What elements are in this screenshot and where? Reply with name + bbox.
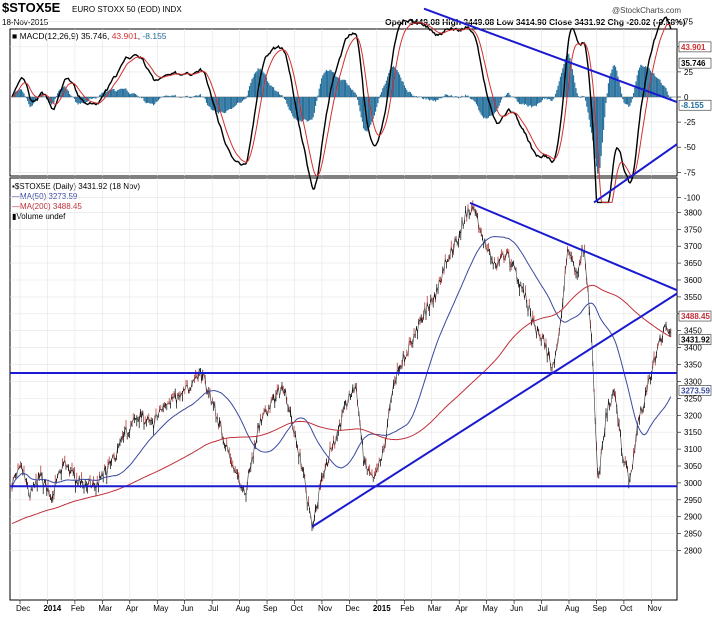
price-tick-label: 3800: [684, 208, 702, 217]
close-price-badge: 3431.92: [681, 336, 710, 345]
month-label: May: [153, 604, 168, 613]
macd-legend: ■ MACD(12,26,9) 35.746, 43.901, -8.155: [12, 31, 167, 41]
macd-legend-signal: 43.901: [111, 31, 138, 41]
ma50-badge: 3273.59: [681, 386, 710, 395]
month-label: Feb: [400, 604, 414, 613]
price-tick-label: 3050: [684, 462, 702, 471]
macd-panel-frame: [9, 28, 678, 177]
price-tick-label: 3450: [684, 327, 702, 336]
month-label: Dec: [345, 604, 359, 613]
month-label: Dec: [16, 604, 30, 613]
price-tick-label: 2800: [684, 547, 702, 556]
month-label: Oct: [620, 604, 633, 613]
month-label: Oct: [291, 604, 304, 613]
month-label: Mar: [428, 604, 442, 613]
macd-rising-trendline: [593, 143, 678, 204]
month-label: Jun: [181, 604, 194, 613]
macd-hist-badge-box: [678, 99, 712, 111]
macd-tick-label: 0: [684, 93, 689, 102]
macd-tick-label: -50: [684, 143, 696, 152]
month-label: Jul: [208, 604, 218, 613]
macd-tick-label: 25: [684, 68, 693, 77]
index-name: EURO STOXX 50 (EOD) INDX: [72, 5, 182, 14]
macd-line: [11, 16, 672, 204]
month-label: Jul: [538, 604, 548, 613]
macd-hist-badge: -8.155: [681, 101, 704, 110]
macd-value-badge: 35.746: [681, 59, 706, 68]
macd-signal-badge-box: [678, 41, 712, 53]
price-tick-label: 3200: [684, 411, 702, 420]
price-tick-label: 2950: [684, 496, 702, 505]
price-rising-trendline: [311, 292, 678, 528]
price-tick-label: 3550: [684, 293, 702, 302]
month-label: Mar: [98, 604, 112, 613]
month-label: 2014: [43, 604, 61, 613]
macd-tick-label: -75: [684, 168, 696, 177]
price-tick-label: 3250: [684, 394, 702, 403]
price-tick-label: 3150: [684, 428, 702, 437]
ticker-symbol: $STOX5E: [2, 0, 61, 15]
price-tick-label: 3650: [684, 259, 702, 268]
month-label: Aug: [236, 604, 250, 613]
macd-falling-trendline: [423, 7, 678, 103]
price-tick-label: 3350: [684, 361, 702, 370]
price-tick-label: 3400: [684, 344, 702, 353]
ma50-badge-box: [678, 385, 712, 396]
chart-date: 18-Nov-2015: [2, 18, 49, 27]
price-tick-label: 2900: [684, 513, 702, 522]
month-label: May: [483, 604, 498, 613]
close-price-badge-box: [678, 334, 712, 345]
macd-signal-line: [11, 22, 672, 203]
price-close-line: [11, 205, 671, 527]
stockcharts-watermark: @StockCharts.com: [612, 6, 682, 15]
month-label: Apr: [126, 604, 139, 613]
ma200-badge-box: [678, 310, 712, 322]
price-legend-ma200: —MA(200) 3488.45: [12, 202, 82, 211]
price-falling-trendline: [469, 201, 678, 292]
month-label: Apr: [455, 604, 468, 613]
price-tick-label: 3700: [684, 242, 702, 251]
month-label: 2015: [373, 604, 391, 613]
ma200-line: [11, 284, 672, 524]
ma200-badge: 3488.45: [681, 312, 710, 321]
month-label: Nov: [318, 604, 332, 613]
month-label: Nov: [647, 604, 661, 613]
macd-tick-label: -25: [684, 118, 696, 127]
price-tick-label: 3600: [684, 276, 702, 285]
macd-signal-badge: 43.901: [681, 43, 706, 52]
price-legend: ▪$STOX5E (Daily) 3431.92 (18 Nov) —MA(50…: [12, 182, 140, 222]
price-legend-ma50: —MA(50) 3273.59: [12, 192, 78, 201]
price-tick-label: 3750: [684, 225, 702, 234]
price-tick-label: 3000: [684, 479, 702, 488]
month-label: Jun: [510, 604, 523, 613]
month-label: Sep: [592, 604, 607, 613]
month-label: Feb: [71, 604, 85, 613]
price-bars: [11, 200, 672, 532]
price-tick-label: 3100: [684, 445, 702, 454]
month-label: Aug: [565, 604, 579, 613]
month-label: Sep: [263, 604, 278, 613]
macd-legend-hist: -8.155: [142, 31, 167, 41]
macd-value-badge-box: [678, 57, 712, 69]
macd-legend-value: 35.746: [80, 31, 107, 41]
price-tick-label: 2850: [684, 530, 702, 539]
macd-legend-marker: ■: [12, 31, 18, 41]
macd-tick-label: -100: [684, 193, 701, 202]
price-tick-label: 3300: [684, 377, 702, 386]
macd-tick-label: 75: [684, 18, 693, 27]
price-legend-volume: ▮Volume undef: [12, 212, 66, 221]
macd-legend-title: MACD(12,26,9): [19, 31, 79, 41]
ma50-line: [11, 236, 672, 490]
price-panel-frame: [9, 177, 678, 601]
price-legend-series: ▪$STOX5E (Daily) 3431.92 (18 Nov): [12, 182, 141, 191]
